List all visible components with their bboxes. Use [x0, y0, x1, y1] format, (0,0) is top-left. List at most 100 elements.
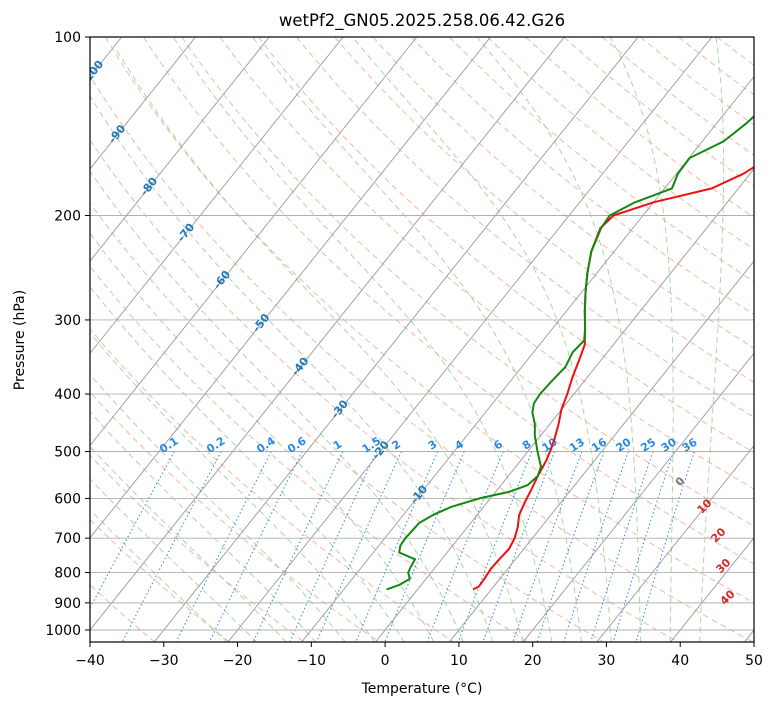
- x-tick-label: 30: [598, 653, 616, 669]
- mixing-ratio-label: 1: [331, 438, 345, 453]
- dry-adiabat: [334, 37, 754, 383]
- x-tick-label: −20: [223, 653, 253, 669]
- isotherm: [596, 444, 754, 642]
- isotherm-label: -80: [138, 174, 161, 198]
- y-tick-label: 700: [54, 531, 81, 547]
- mixing-ratio-line: [289, 451, 378, 642]
- dry-adiabat: [90, 139, 679, 642]
- mixing-ratio-line: [536, 451, 605, 642]
- mixing-ratio-label: 3: [426, 438, 440, 453]
- moist-adiabat: [90, 508, 228, 642]
- mixing-ratio-line: [355, 451, 439, 642]
- isotherm-label: -40: [289, 354, 312, 378]
- y-tick-label: 1000: [45, 623, 81, 639]
- moist-adiabat-label: 0: [673, 474, 688, 489]
- x-tick-label: −10: [297, 653, 327, 669]
- mixing-ratio-label: 0.1: [157, 434, 180, 456]
- isotherm: [90, 37, 344, 355]
- isotherm: [670, 537, 754, 642]
- moist-adiabat-label: 20: [708, 525, 728, 545]
- y-tick-label: 500: [54, 444, 81, 460]
- isotherm: [227, 37, 713, 642]
- moist-adiabat: [90, 170, 464, 642]
- y-tick-label: 600: [54, 491, 81, 507]
- dry-adiabat: [716, 37, 754, 66]
- isotherm-label: -90: [106, 122, 129, 146]
- dry-adiabat: [296, 37, 754, 418]
- isotherm: [301, 75, 754, 642]
- dry-adiabat: [601, 37, 754, 156]
- x-axis-title: Temperature (°C): [361, 681, 483, 697]
- moist-adiabat: [115, 49, 523, 642]
- y-tick-label: 400: [54, 387, 81, 403]
- isotherm: [90, 37, 270, 262]
- dry-adiabat: [639, 37, 754, 126]
- dry-adiabat: [104, 37, 754, 604]
- isotherm-label: -50: [250, 311, 273, 335]
- moist-adiabat: [172, 37, 553, 642]
- isotherm-label: -30: [328, 397, 351, 421]
- moist-adiabat: [90, 411, 317, 642]
- moist-adiabat: [609, 37, 674, 642]
- dry-adiabat: [0, 37, 6, 643]
- temperature-profile: [472, 165, 754, 591]
- dry-adiabat: [90, 584, 156, 642]
- mixing-ratio-line: [90, 451, 175, 610]
- isotherm: [90, 37, 491, 539]
- isotherm: [743, 629, 754, 642]
- mixing-ratio-line: [121, 451, 222, 642]
- mixing-ratio-label: 0.2: [204, 434, 227, 456]
- mixing-ratio-label: 6: [491, 437, 505, 452]
- moist-adiabat: [90, 332, 376, 642]
- mixing-ratio-line: [426, 451, 504, 642]
- mixing-ratio-label: 8: [520, 438, 534, 453]
- dry-adiabat: [755, 37, 775, 643]
- isotherm-label: -100: [79, 58, 107, 88]
- isotherm-label: -70: [175, 221, 198, 245]
- plot-area: -100-90-80-70-60-50-40-30-20-100.1 0.2 0.4…: [0, 37, 775, 643]
- isotherm-label: -60: [211, 268, 234, 292]
- moist-adiabat: [90, 373, 346, 642]
- dry-adiabat: [90, 74, 754, 642]
- dry-adiabat: [410, 37, 754, 316]
- x-tick-label: 40: [671, 653, 689, 669]
- dry-adiabat: [90, 202, 605, 642]
- x-axis: −40 −30 −20 −10 0 10 20 30 40 50: [75, 642, 763, 669]
- y-axis-title: Pressure (hPa): [12, 290, 28, 390]
- dewpoint-profile: [386, 115, 754, 591]
- mixing-ratio-line: [563, 451, 629, 642]
- mixing-ratio-line: [512, 451, 583, 642]
- mixing-ratio-line: [590, 451, 654, 642]
- isotherm: [90, 37, 565, 631]
- x-tick-label: 0: [381, 653, 390, 669]
- isotherm: [374, 168, 754, 642]
- dry-adiabat: [143, 37, 754, 565]
- x-tick-label: −30: [149, 653, 179, 669]
- dry-adiabat: [448, 37, 754, 283]
- moist-adiabat: [252, 37, 583, 642]
- mixing-ratio-line: [252, 451, 344, 642]
- dry-adiabat: [181, 37, 754, 527]
- dry-adiabat: [257, 37, 754, 454]
- mixing-ratio-line: [384, 451, 465, 642]
- dry-adiabat: [90, 328, 455, 642]
- y-tick-label: 200: [54, 209, 81, 225]
- dry-adiabat: [372, 37, 754, 349]
- moist-adiabat-label: 10: [695, 496, 715, 516]
- mixing-ratio-line: [316, 451, 402, 642]
- y-tick-label: 900: [54, 596, 81, 612]
- moist-adiabat: [90, 285, 405, 642]
- isotherm: [522, 352, 754, 642]
- y-tick-label: 100: [54, 30, 81, 46]
- moist-adiabat: [90, 95, 494, 642]
- chart-title: wetPf2_GN05.2025.258.06.42.G26: [279, 11, 565, 31]
- x-tick-label: 10: [450, 653, 468, 669]
- isotherm: [90, 37, 196, 170]
- mixing-ratio-line: [482, 451, 555, 642]
- y-tick-label: 800: [54, 566, 81, 582]
- plot-frame: [89, 36, 755, 643]
- moist-adiabat: [699, 37, 725, 642]
- mixing-ratio-line: [175, 451, 272, 642]
- dry-adiabat: [90, 391, 380, 642]
